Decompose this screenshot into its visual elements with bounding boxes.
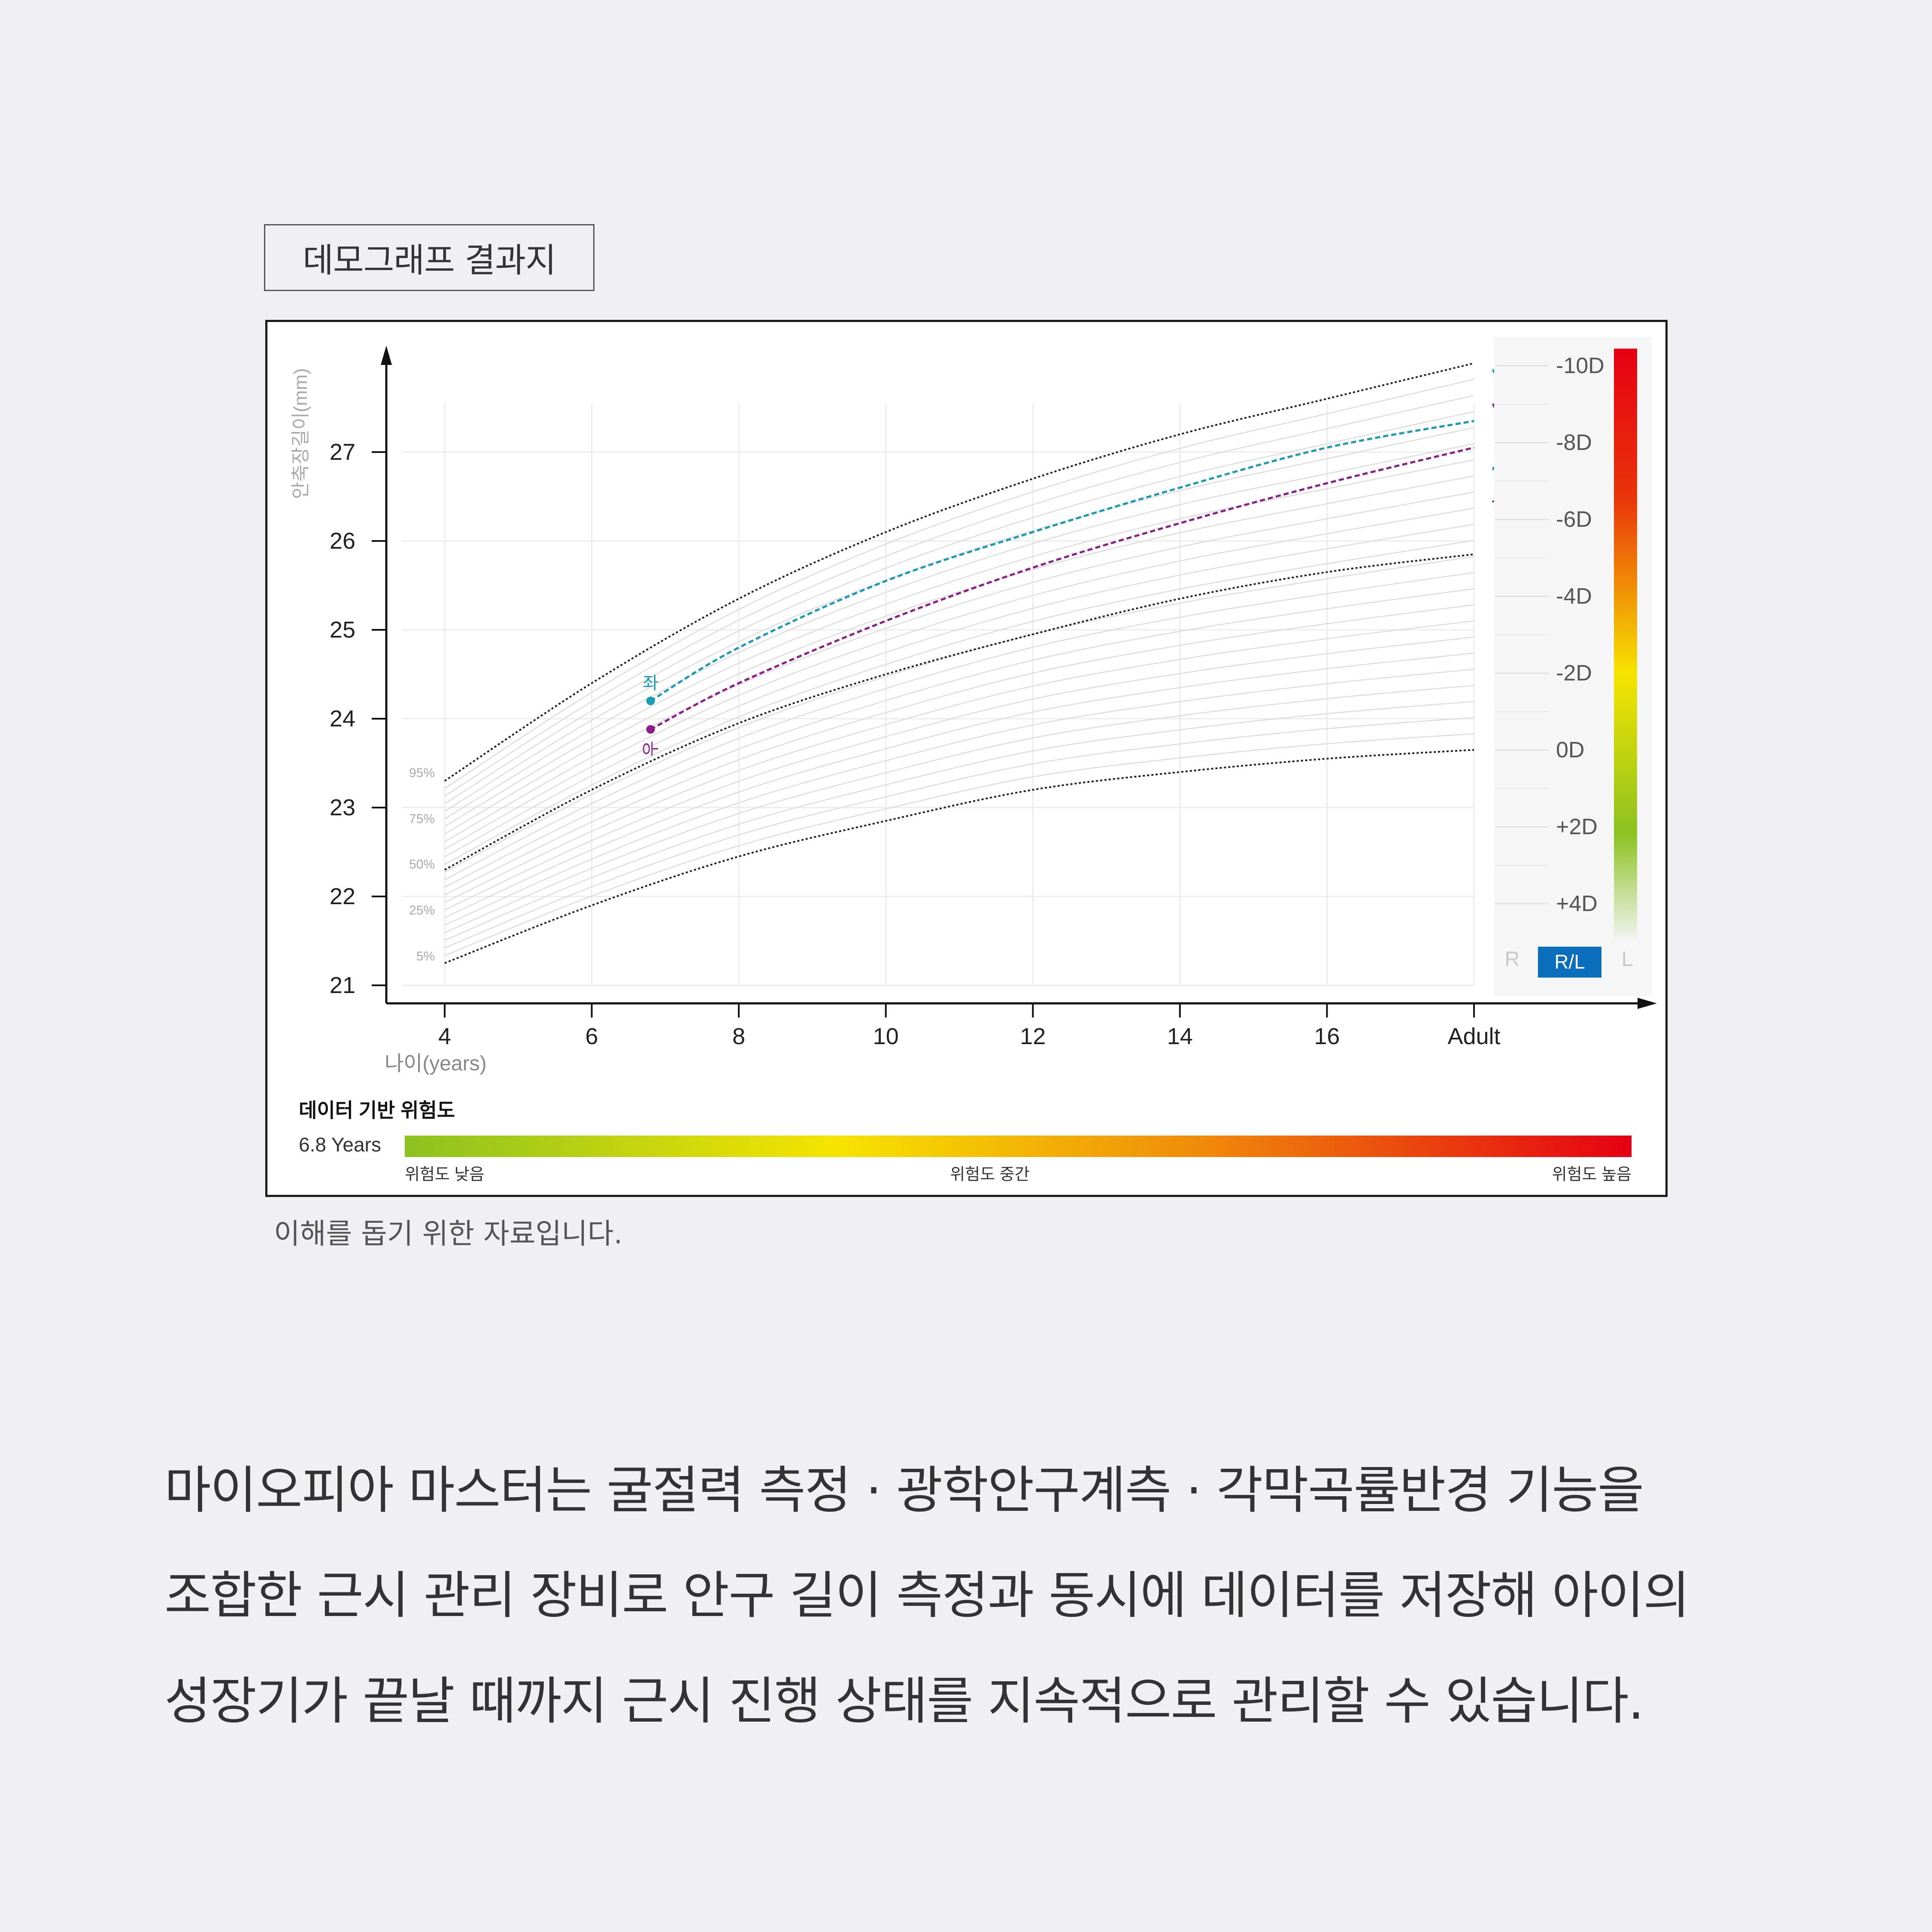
y-tick-label: 23 [330,795,355,820]
x-axis-arrow-icon [1638,998,1657,1009]
percentile-band-line [444,685,1474,933]
chart-caption: 이해를 돕기 위한 자료입니다. [274,1217,623,1250]
percentile-band-line [444,523,1474,857]
percentile-label: 5% [416,949,435,963]
diopter-color-bar [1614,349,1637,939]
diopter-label: -8D [1556,430,1592,455]
x-tick-label: 4 [438,1024,451,1049]
y-tick-label: 25 [330,617,355,643]
description-line-3: 성장기가 끝날 때까지 근시 진행 상태를 지속적으로 관리할 수 있습니다. [164,1671,1644,1731]
x-tick-label: 12 [1020,1024,1046,1049]
x-tick-label: 8 [732,1024,745,1049]
percentile-band-line [444,475,1474,835]
percentile-band-line [444,379,1474,789]
toggle-rl-button [1538,947,1601,978]
measured-point-right [646,725,655,734]
percentile-band-line [444,636,1474,911]
y-axis-arrow-icon [381,346,392,365]
percentile-band-line [444,668,1474,926]
y-tick-label: 24 [330,706,355,732]
risk-low-label: 위험도 낮음 [405,1166,484,1184]
x-tick-label: 6 [585,1024,598,1049]
x-axis-label: 나이(years) [385,1052,487,1075]
axial-length-chart: 95% 75% 50% 25% 5% 21 22 23 24 25 26 27 4 6 8 10 12 14 16 A… [290,337,1657,1184]
percentile-band-line [444,443,1474,820]
risk-mid-label: 위험도 중간 [950,1166,1029,1184]
measured-point-left [646,696,655,705]
x-tick-label: 10 [873,1024,899,1049]
diopter-label: +4D [1556,891,1598,916]
y-tick-label: 26 [330,528,355,554]
toggle-r-label: R [1505,948,1520,971]
projection-line-right [650,447,1474,731]
y-axis-label: 안축장길이(mm) [290,368,311,499]
percentile-band-line [444,588,1474,888]
diopter-label: -2D [1556,661,1592,686]
series-label-right: 우 [642,741,661,756]
percentile-band-line [444,733,1474,956]
percentile-band-line [444,717,1474,949]
percentile-label: 50% [409,857,435,872]
result-sheet-tag-label: 데모그래프 결과지 [303,241,556,280]
diopter-label: -4D [1556,584,1592,609]
percentile-band-line [444,411,1474,804]
percentile-band-line [444,556,1474,873]
percentile-label: 95% [409,766,435,780]
percentile-band-line [444,572,1474,880]
percentile-band-line [444,507,1474,850]
diopter-label: -10D [1556,353,1604,378]
risk-gradient-bar [405,1136,1632,1157]
toggle-l-label: L [1622,948,1633,971]
percentile-band-line [444,653,1474,918]
percentile-band-line [444,491,1474,842]
demograph-chart-panel: 95% 75% 50% 25% 5% 21 22 23 24 25 26 27 4 6 8 10 12 14 16 A… [265,320,1668,1197]
y-tick-label: 27 [330,439,355,465]
y-tick-label: 21 [330,972,355,998]
percentile-band-line [444,459,1474,827]
risk-age-label: 6.8 Years [299,1133,381,1156]
y-tick-label: 22 [330,884,355,909]
percentile-band-line [444,620,1474,903]
percentile-curve [444,553,1474,871]
toggle-rl-label: R/L [1554,951,1585,973]
x-tick-label: 14 [1167,1024,1193,1049]
risk-high-label: 위험도 높음 [1552,1166,1632,1184]
projection-line-left [650,420,1474,702]
series-label-left: 좌 [643,674,658,693]
percentile-label: 25% [409,903,435,917]
percentile-band-line [444,395,1474,797]
diopter-label: +2D [1556,814,1598,839]
x-tick-label: Adult [1447,1024,1500,1049]
percentile-curve [444,749,1474,964]
description-line-2: 조합한 근시 관리 장비로 안구 길이 측정과 동시에 데이터를 저장해 아이의 [164,1566,1690,1625]
risk-title: 데이터 기반 위험도 [299,1099,455,1121]
diopter-label: 0D [1556,738,1584,762]
percentile-band-line [444,540,1474,865]
description-line-1: 마이오피아 마스터는 굴절력 측정 · 광학안구계측 · 각막곡률반경 기능을 [164,1461,1644,1520]
percentile-label: 75% [409,812,435,826]
percentile-band-line [444,604,1474,896]
percentile-band-line [444,701,1474,941]
diopter-label: -6D [1556,507,1592,532]
x-tick-label: 16 [1314,1024,1340,1049]
result-sheet-tag: 데모그래프 결과지 [264,224,594,291]
